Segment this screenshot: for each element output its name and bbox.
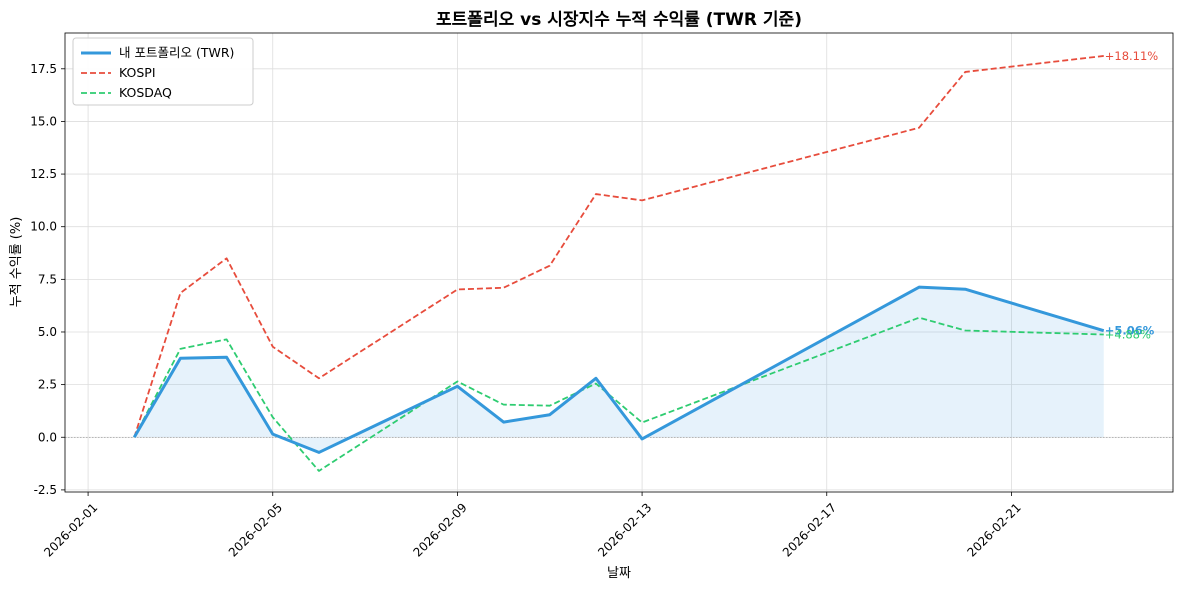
y-tick-label: 5.0 <box>38 325 57 339</box>
series-end-label: +5.06% <box>1105 324 1155 338</box>
series-end-label: +18.11% <box>1105 49 1159 63</box>
x-tick-label: 2026-02-09 <box>411 500 470 559</box>
legend-label: 내 포트폴리오 (TWR) <box>119 45 234 60</box>
y-tick-label: 15.0 <box>30 114 57 128</box>
y-tick-label: 10.0 <box>30 220 57 234</box>
x-tick-label: 2026-02-01 <box>41 500 100 559</box>
y-tick-label: 0.0 <box>38 430 57 444</box>
x-axis-label: 날짜 <box>607 566 631 581</box>
y-axis-label: 누적 수익률 (%) <box>9 217 24 308</box>
series-fill-area <box>134 287 1104 453</box>
series-line <box>132 285 1105 454</box>
legend-label: KOSPI <box>119 65 156 80</box>
x-axis: 2026-02-01 2026-02-05 2026-02-09 2026-02-13… <box>41 492 1024 560</box>
fill-area <box>134 287 1104 453</box>
legend-box <box>72 37 254 106</box>
y-tick-label: 7.5 <box>38 272 57 286</box>
plot-border <box>64 32 1174 493</box>
chart-title: 포트폴리오 vs 시장지수 누적 수익률 (TWR 기준) <box>436 10 802 30</box>
plot-area: +5.06% +18.11% +4.88% <box>64 32 1174 493</box>
x-tick-label: 2026-02-21 <box>965 500 1024 559</box>
end-labels: +5.06% +18.11% +4.88% <box>1105 49 1159 342</box>
series-lines <box>132 55 1105 472</box>
plot-background <box>65 33 1173 492</box>
legend: 내 포트폴리오 (TWR) KOSPI KOSDAQ <box>72 37 254 106</box>
y-tick-label: 12.5 <box>30 167 57 181</box>
y-tick-label: -2.5 <box>34 483 57 497</box>
y-tick-label: 17.5 <box>30 62 57 76</box>
x-tick-label: 2026-02-13 <box>595 500 654 559</box>
x-tick-label: 2026-02-05 <box>226 500 285 559</box>
y-tick-label: 2.5 <box>38 378 57 392</box>
series-end-label: +4.88% <box>1105 328 1151 342</box>
y-axis: -2.5 0.0 2.5 5.0 7.5 10.0 12.5 15.0 17.5 <box>30 62 65 497</box>
series-line <box>133 55 1104 438</box>
x-tick-label: 2026-02-17 <box>780 500 839 559</box>
legend-label: KOSDAQ <box>119 85 172 100</box>
series-line <box>133 316 1104 472</box>
